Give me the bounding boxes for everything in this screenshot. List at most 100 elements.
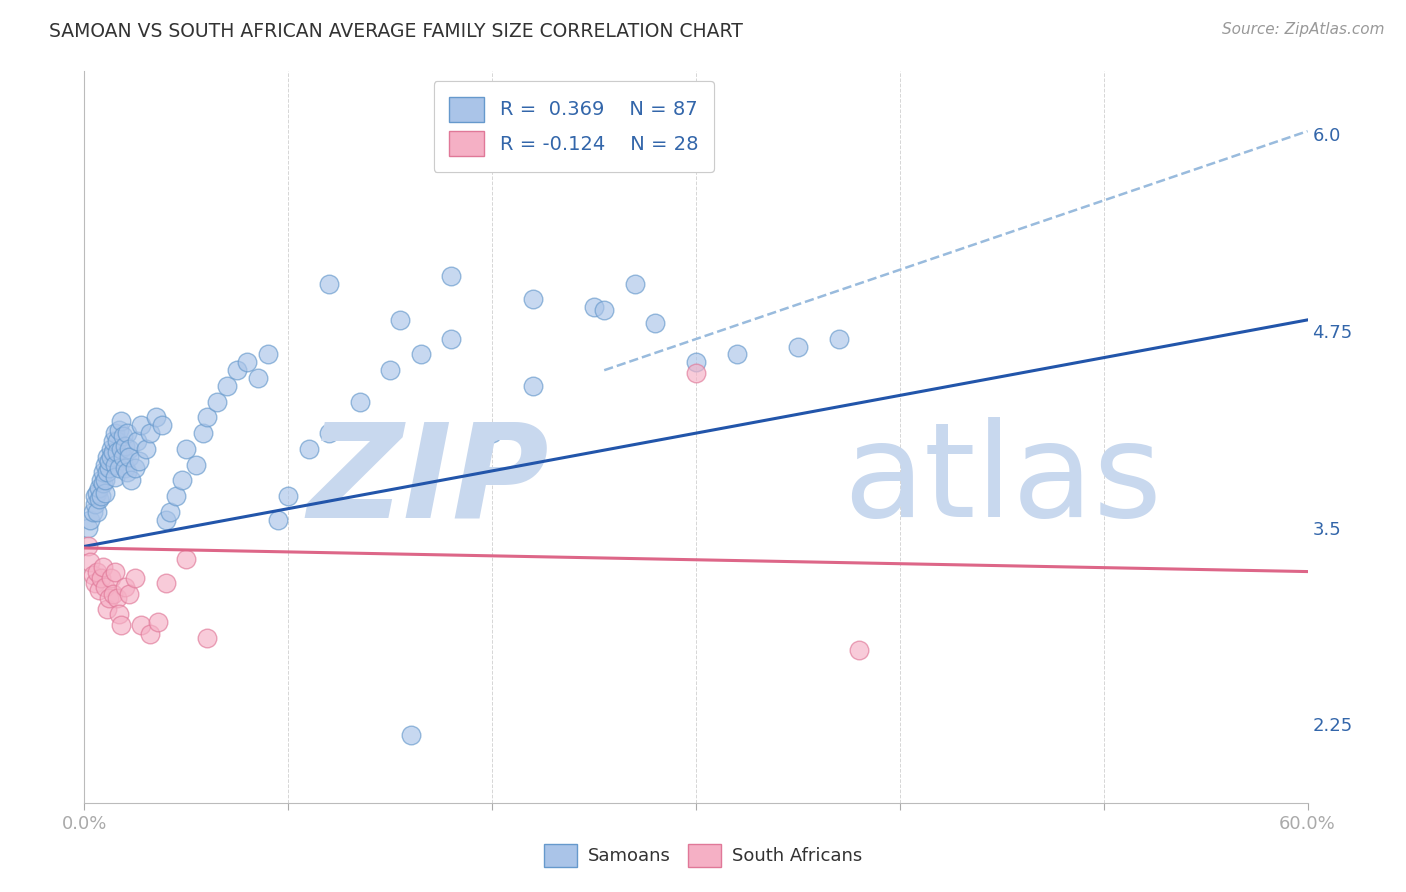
Point (172, 473, 194, 487)
Point (118, 442, 141, 456)
Point (79, 513, 101, 527)
Point (440, 332, 463, 346)
Point (97, 454, 120, 468)
Point (90, 571, 112, 585)
Point (127, 434, 149, 448)
Point (848, 643, 870, 657)
Point (155, 575, 177, 590)
Point (87, 492, 110, 507)
Point (191, 426, 214, 441)
Point (101, 586, 124, 600)
Point (246, 371, 269, 385)
Point (112, 450, 135, 464)
Point (86, 565, 108, 579)
Point (97, 591, 120, 606)
Point (115, 426, 138, 441)
Point (108, 460, 131, 475)
Point (389, 313, 412, 327)
Point (146, 615, 169, 629)
Point (138, 627, 160, 641)
Point (83, 489, 105, 503)
Point (522, 293, 544, 307)
Point (79, 555, 101, 569)
Point (110, 442, 132, 456)
Point (138, 426, 160, 441)
Point (583, 301, 606, 315)
Point (440, 268, 463, 283)
Point (104, 426, 127, 441)
Point (104, 470, 127, 484)
Point (77, 520, 100, 534)
Point (165, 489, 187, 503)
Point (380, 363, 402, 377)
Point (155, 513, 177, 527)
Point (96, 466, 118, 480)
Point (82, 567, 104, 582)
Point (114, 580, 136, 594)
Point (828, 332, 851, 346)
Point (349, 394, 371, 409)
Text: SAMOAN VS SOUTH AFRICAN AVERAGE FAMILY SIZE CORRELATION CHART: SAMOAN VS SOUTH AFRICAN AVERAGE FAMILY S… (49, 22, 744, 41)
Point (135, 442, 157, 456)
Point (624, 277, 647, 291)
Point (108, 423, 131, 437)
Point (104, 458, 127, 472)
Point (124, 571, 146, 585)
Point (96, 602, 118, 616)
Point (83, 575, 105, 590)
Point (186, 458, 208, 472)
Point (725, 347, 748, 361)
Point (110, 413, 132, 427)
Point (93, 473, 117, 487)
Point (685, 355, 707, 369)
Legend: Samoans, South Africans: Samoans, South Africans (537, 837, 869, 874)
Point (298, 442, 321, 456)
Point (128, 454, 150, 468)
Point (105, 591, 128, 606)
Point (77, 540, 100, 554)
Point (83, 497, 105, 511)
Point (195, 631, 218, 645)
Point (593, 303, 616, 318)
Point (267, 513, 290, 527)
Point (91, 466, 114, 480)
Point (522, 379, 544, 393)
Point (114, 439, 136, 453)
Point (118, 450, 141, 464)
Point (176, 552, 198, 566)
Point (195, 410, 218, 425)
Point (101, 445, 124, 459)
Point (100, 450, 122, 464)
Point (87, 481, 110, 495)
Point (91, 476, 114, 491)
Point (112, 429, 135, 443)
Point (114, 460, 136, 475)
Point (159, 505, 181, 519)
Point (481, 426, 503, 441)
Point (226, 363, 249, 377)
Point (93, 486, 117, 500)
Point (644, 316, 666, 330)
Point (131, 618, 153, 632)
Point (409, 347, 432, 361)
Point (91, 559, 114, 574)
Point (318, 277, 340, 291)
Point (399, 728, 422, 742)
Point (110, 618, 132, 632)
Point (105, 434, 128, 448)
Point (787, 340, 810, 354)
Point (277, 489, 299, 503)
Point (100, 442, 122, 456)
Point (86, 486, 108, 500)
Text: ZIP: ZIP (308, 417, 550, 544)
Legend: R =  0.369    N = 87, R = -0.124    N = 28: R = 0.369 N = 87, R = -0.124 N = 28 (433, 81, 714, 172)
Point (105, 445, 128, 459)
Point (205, 394, 228, 409)
Point (87, 583, 110, 598)
Point (82, 505, 104, 519)
Text: Source: ZipAtlas.com: Source: ZipAtlas.com (1222, 22, 1385, 37)
Point (685, 367, 707, 381)
Point (257, 347, 280, 361)
Point (97, 460, 120, 475)
Point (86, 505, 108, 519)
